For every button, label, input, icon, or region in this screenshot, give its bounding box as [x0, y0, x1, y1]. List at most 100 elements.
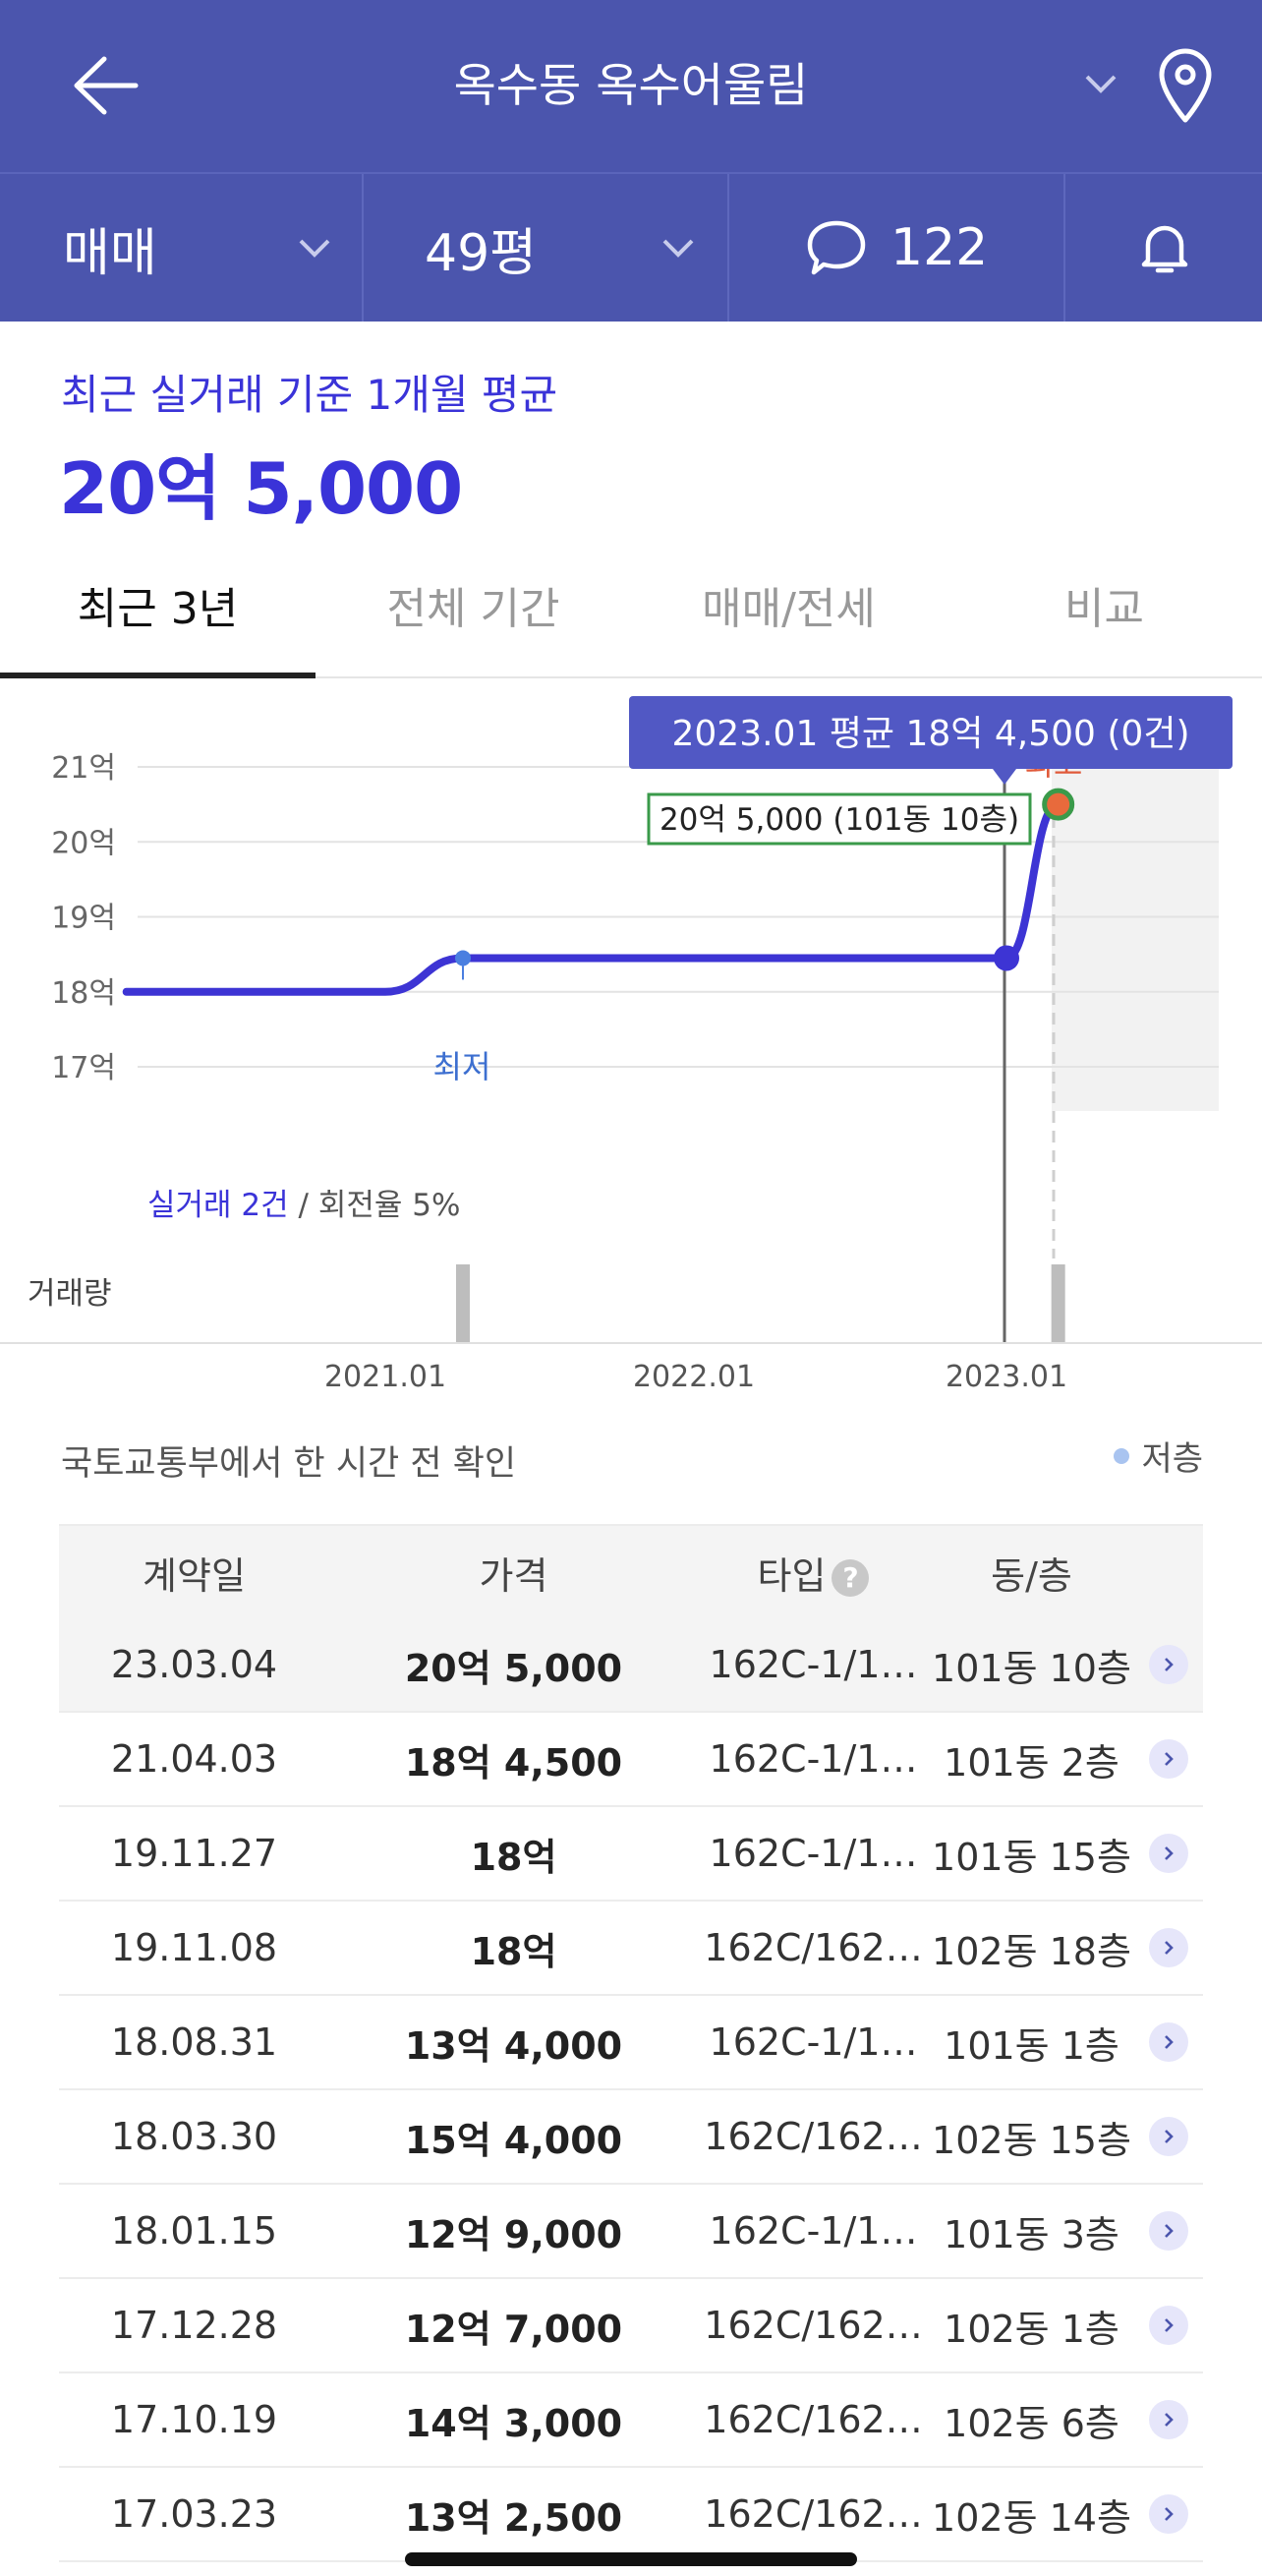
map-pin-icon[interactable]: [1156, 47, 1215, 126]
row-date: 17.03.23: [110, 2492, 278, 2536]
y-tick-label: 17억: [51, 1051, 116, 1085]
chevron-right-icon[interactable]: [1149, 1834, 1188, 1873]
size-label: 49평: [425, 223, 538, 283]
row-unit: 101동 10층: [932, 1646, 1131, 1690]
table-row[interactable]: 19.11.27 18억 162C-1/1… 101동 15층: [59, 1807, 1203, 1902]
row-price: 18억: [470, 1835, 557, 1879]
y-tick-label: 18억: [51, 976, 116, 1011]
volume-label: 거래량: [28, 1276, 112, 1312]
row-price: 20억 5,000: [404, 1646, 623, 1690]
tab-recent-3-years[interactable]: 최근 3년: [77, 584, 239, 634]
row-date: 18.08.31: [110, 2020, 278, 2064]
row-date: 18.01.15: [110, 2209, 278, 2253]
home-indicator[interactable]: [405, 2552, 857, 2566]
chevron-right-icon[interactable]: [1149, 1928, 1188, 1967]
chevron-right-icon[interactable]: [1149, 2494, 1188, 2534]
row-date: 19.11.27: [110, 1832, 278, 1875]
high-point[interactable]: [1042, 788, 1075, 821]
row-date: 23.03.04: [110, 1643, 278, 1686]
bell-icon[interactable]: [1130, 213, 1199, 282]
row-date: 19.11.08: [110, 1926, 278, 1969]
row-price: 18억: [470, 1929, 557, 1973]
row-type: 162C/162…: [704, 2398, 923, 2441]
x-tick-2022: 2022.01: [633, 1360, 755, 1394]
header-unit: 동/층: [991, 1553, 1072, 1598]
row-date: 18.03.30: [110, 2115, 278, 2158]
volume-bar: [456, 1264, 470, 1343]
chevron-right-icon[interactable]: [1149, 2022, 1188, 2062]
row-price: 14억 3,000: [404, 2401, 623, 2445]
chevron-right-icon[interactable]: [1149, 2211, 1188, 2251]
table-row[interactable]: 23.03.04 20억 5,000 162C-1/1… 101동 10층: [59, 1618, 1203, 1713]
series-points: [455, 788, 1075, 980]
comments-button[interactable]: 122: [804, 174, 988, 322]
row-type: 162C-1/1…: [709, 2209, 918, 2253]
trade-type-label: 매매: [63, 223, 157, 283]
comments-count: 122: [890, 218, 989, 277]
tab-sale-jeonse[interactable]: 매매/전세: [702, 584, 876, 634]
y-tick-label: 21억: [51, 751, 116, 786]
x-axis-labels: 2021.01 2022.01 2023.01: [324, 1360, 1067, 1394]
chevron-down-icon[interactable]: [1081, 69, 1120, 98]
header-type: 타입?: [698, 1546, 929, 1600]
period-tabs: 최근 3년 전체 기간 매매/전세 비교: [0, 551, 1262, 678]
table-row[interactable]: 18.08.31 13억 4,000 162C-1/1… 101동 1층: [59, 1996, 1203, 2090]
data-source-note: 국토교통부에서 한 시간 전 확인: [61, 1444, 517, 1484]
tab-all-period[interactable]: 전체 기간: [386, 584, 560, 634]
page-title[interactable]: 옥수동 옥수어울림: [453, 59, 809, 113]
chevron-right-icon[interactable]: [1149, 2306, 1188, 2345]
table-row[interactable]: 18.03.30 15억 4,000 162C/162… 102동 15층: [59, 2090, 1203, 2185]
divider: [1063, 174, 1065, 322]
volume-bar: [1051, 1264, 1065, 1343]
row-type: 162C-1/1…: [709, 1737, 918, 1781]
row-type: 162C-1/1…: [709, 2020, 918, 2064]
tab-compare[interactable]: 비교: [1064, 584, 1144, 634]
row-type: 162C/162…: [704, 2115, 923, 2158]
row-price: 15억 4,000: [404, 2118, 623, 2162]
row-unit: 101동 3층: [944, 2212, 1119, 2256]
chevron-down-icon[interactable]: [297, 233, 332, 263]
row-unit: 101동 1층: [944, 2023, 1119, 2068]
arrow-left-icon[interactable]: [69, 51, 147, 120]
row-type: 162C/162…: [704, 1926, 923, 1969]
table-row[interactable]: 21.04.03 18억 4,500 162C-1/1… 101동 2층: [59, 1713, 1203, 1807]
average-point[interactable]: [994, 945, 1019, 971]
row-price: 13억 4,000: [404, 2023, 623, 2068]
row-price: 12억 7,000: [404, 2307, 623, 2351]
low-point[interactable]: [455, 950, 471, 966]
speech-bubble-icon: [807, 220, 866, 275]
table-row[interactable]: 18.01.15 12억 9,000 162C-1/1… 101동 3층: [59, 2185, 1203, 2279]
row-price: 12억 9,000: [404, 2212, 623, 2256]
size-select[interactable]: 49평: [425, 174, 537, 322]
table-row[interactable]: 17.10.19 14억 3,000 162C/162… 102동 6층: [59, 2373, 1203, 2468]
row-unit: 102동 1층: [944, 2307, 1119, 2351]
chevron-right-icon[interactable]: [1149, 1645, 1188, 1684]
help-icon[interactable]: ?: [832, 1559, 870, 1597]
chevron-right-icon[interactable]: [1149, 2117, 1188, 2156]
header-price: 가격: [479, 1553, 548, 1598]
row-date: 21.04.03: [110, 1737, 278, 1781]
table-row[interactable]: 17.03.23 13억 2,500 162C/162… 102동 14층: [59, 2468, 1203, 2562]
chevron-right-icon[interactable]: [1149, 2400, 1188, 2439]
point-label-box: [647, 792, 1032, 846]
table-header: 계약일 가격 타입? 동/층: [59, 1524, 1203, 1618]
point-label: 20억 5,000 (101동 10층): [660, 802, 1019, 838]
chevron-right-icon[interactable]: [1149, 1739, 1188, 1779]
trade-type-select[interactable]: 매매: [63, 174, 157, 322]
x-tick-2023: 2023.01: [946, 1360, 1067, 1394]
future-shade: [1052, 737, 1219, 1111]
row-date: 17.10.19: [110, 2398, 278, 2441]
row-unit: 101동 15층: [932, 1835, 1131, 1879]
row-unit: 102동 14층: [932, 2495, 1131, 2540]
table-row[interactable]: 19.11.08 18억 162C/162… 102동 18층: [59, 1902, 1203, 1996]
volume-bars: [456, 1264, 1065, 1343]
row-unit: 102동 15층: [932, 2118, 1131, 2162]
tooltip-box: [629, 696, 1233, 769]
y-tick-label: 20억: [51, 826, 116, 860]
legend: 저층: [1114, 1432, 1203, 1480]
top-bar: 옥수동 옥수어울림: [0, 0, 1262, 172]
chevron-down-icon[interactable]: [660, 233, 696, 263]
table-row[interactable]: 17.12.28 12억 7,000 162C/162… 102동 1층: [59, 2279, 1203, 2373]
